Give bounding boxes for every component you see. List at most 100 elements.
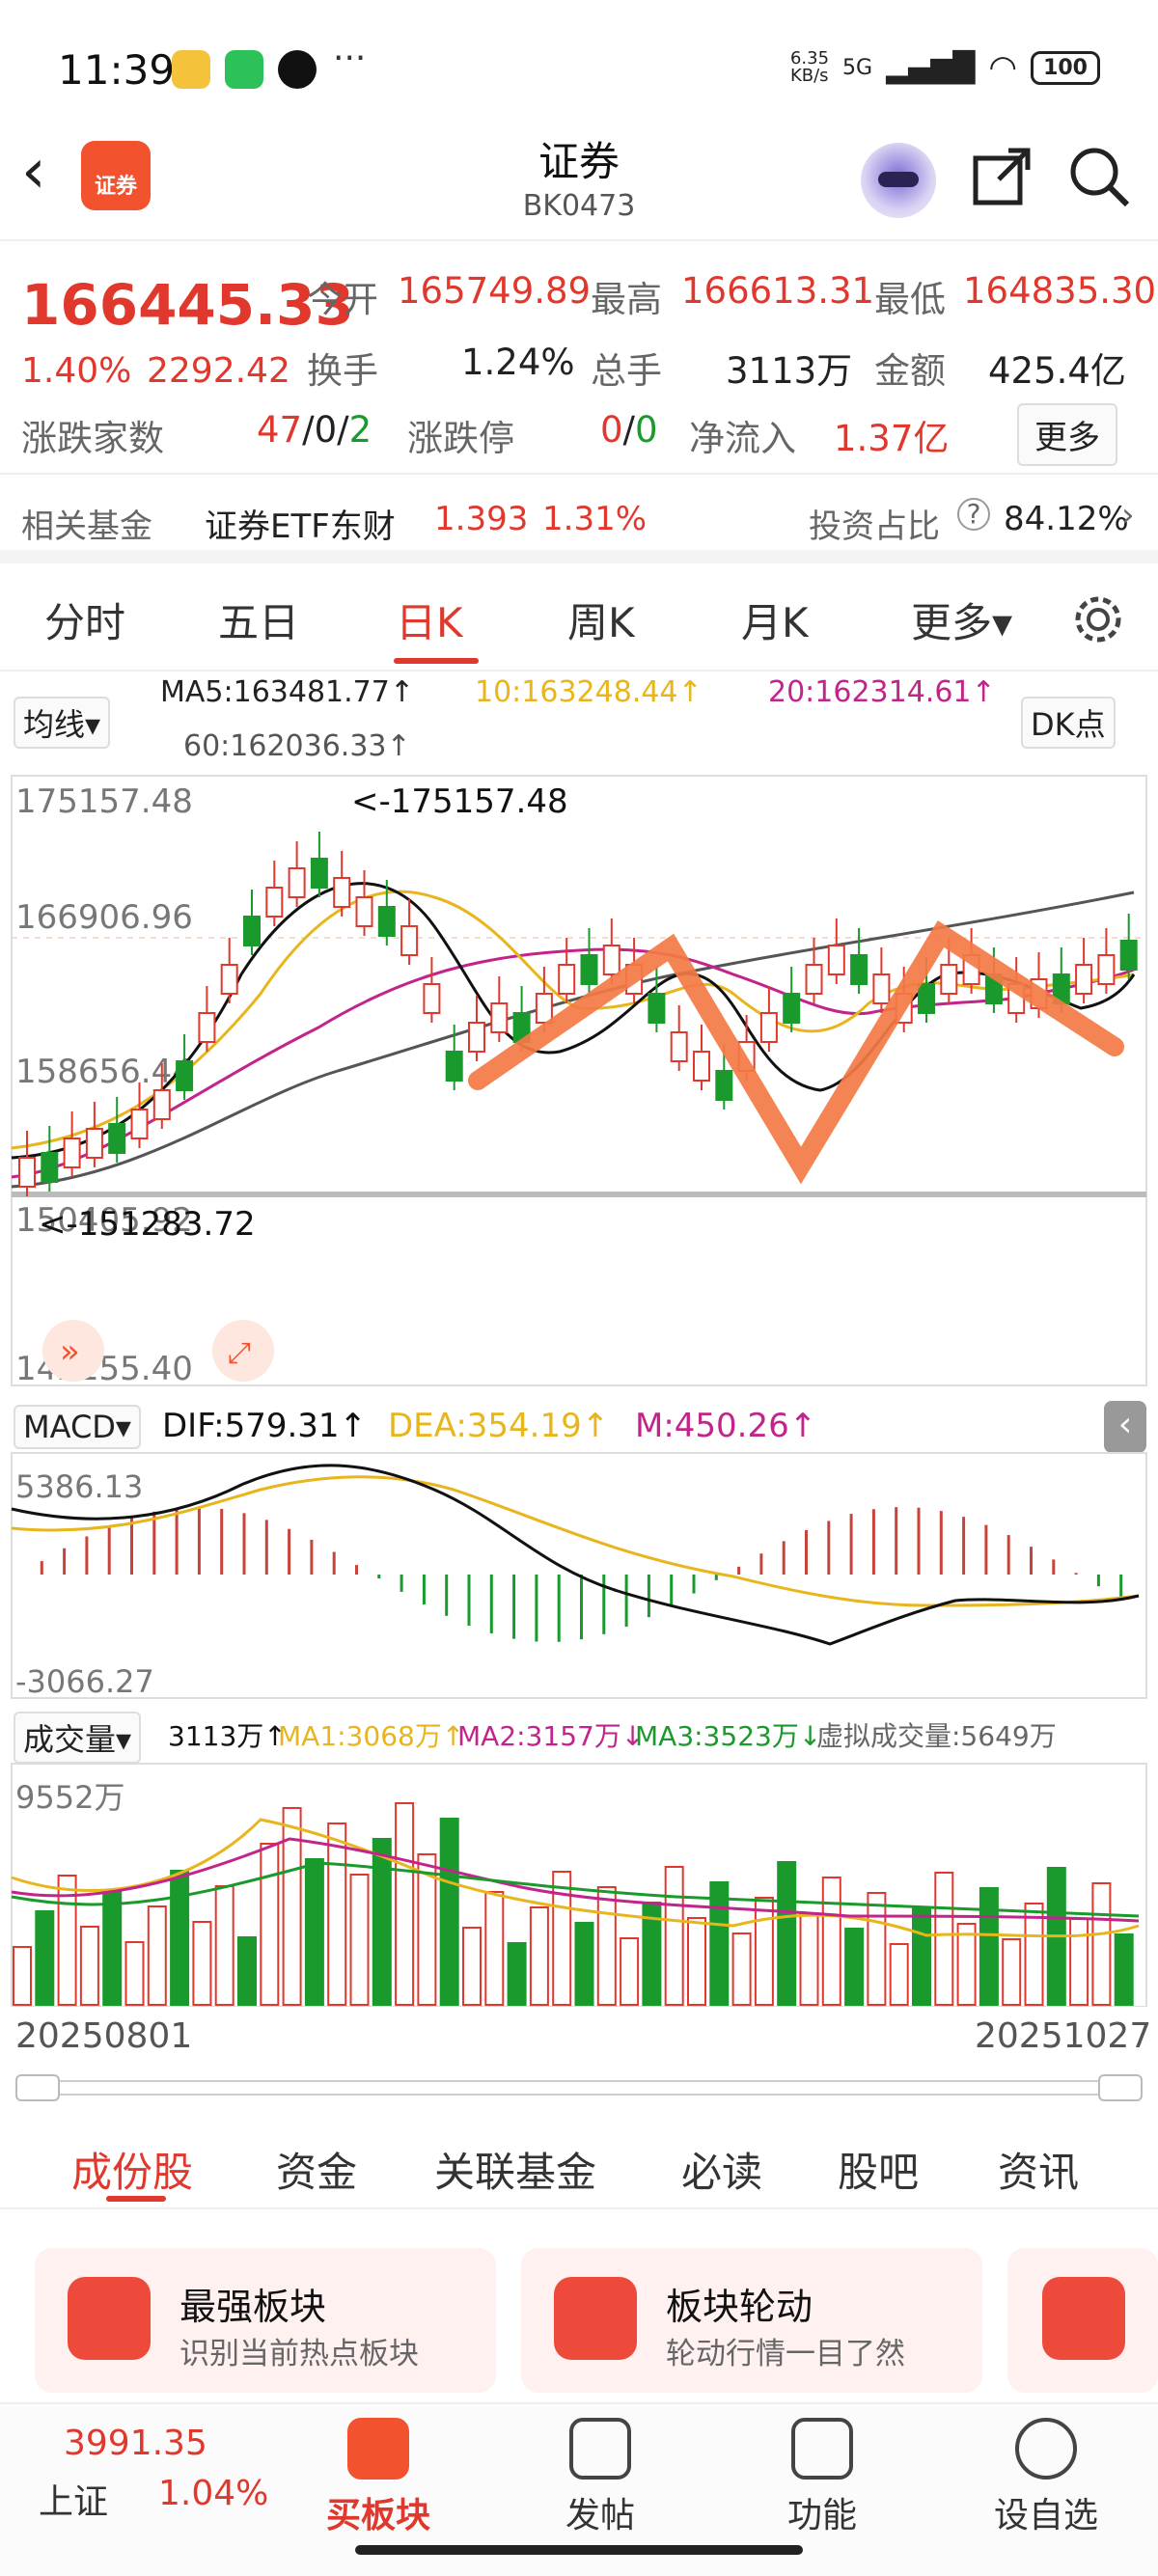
amount-label: 金额: [874, 350, 946, 392]
candle-body: [940, 964, 958, 995]
candle-body: [783, 993, 801, 1024]
card-desc: 识别当前热点板块: [179, 2337, 419, 2371]
volume-bar: [147, 1905, 167, 2006]
volume-bar: [349, 1874, 370, 2006]
more-button[interactable]: 更多: [1017, 403, 1117, 466]
candle-body: [63, 1137, 81, 1168]
volume-bar: [260, 1843, 280, 2006]
volume-bar: [979, 1887, 999, 2006]
expand-left-icon[interactable]: [42, 1320, 104, 1382]
macd-histogram: [40, 1507, 1123, 1642]
candle-body: [176, 1060, 194, 1091]
volume-bar: [214, 1885, 234, 2006]
candle-body: [265, 887, 284, 918]
nav-label: 功能: [786, 2496, 857, 2535]
card-sector-rotation[interactable]: 板块轮动 轮动行情一目了然: [521, 2248, 982, 2393]
ma20-value: 20:162314.61↑: [768, 675, 996, 709]
tab-weekly-k[interactable]: 周K: [567, 599, 635, 646]
ai-assistant-icon[interactable]: [861, 143, 936, 218]
tab-five-day[interactable]: 五日: [218, 599, 300, 646]
tab-funds[interactable]: 资金: [276, 2149, 358, 2196]
kline-chart[interactable]: 175157.48 166906.96 158656.44 150405.92 …: [0, 772, 1158, 1389]
tab-intraday[interactable]: 分时: [44, 599, 126, 646]
macd-frame: [11, 1452, 1147, 1699]
macd-select[interactable]: MACD▾: [14, 1405, 141, 1449]
grid-icon: [791, 2418, 853, 2480]
limit-label: 涨跌停: [407, 418, 514, 459]
home-indicator[interactable]: [355, 2545, 803, 2555]
volume-bar: [124, 1941, 145, 2006]
tab-must-read[interactable]: 必读: [681, 2149, 763, 2196]
ma-select[interactable]: 均线▾: [14, 697, 111, 749]
range-handle-right[interactable]: [1098, 2074, 1143, 2101]
candle-body: [423, 983, 441, 1014]
candle-body: [468, 1022, 485, 1053]
network-speed: 6.35 KB/s: [789, 48, 830, 86]
nav-buy-sector[interactable]: 买板块: [301, 2404, 455, 2537]
collapse-panel-icon[interactable]: ‹: [1104, 1401, 1146, 1453]
index-name[interactable]: 上证: [39, 2482, 109, 2522]
updown-values: 47/0/2: [257, 409, 372, 451]
candle-body: [490, 1002, 509, 1033]
tab-more[interactable]: 更多▾: [911, 599, 1013, 646]
nav-post[interactable]: 发帖: [523, 2404, 677, 2537]
tab-forum[interactable]: 股吧: [838, 2149, 920, 2196]
limit-values: 0/0: [600, 409, 658, 451]
edit-icon: [569, 2418, 631, 2480]
candle-body: [108, 1123, 126, 1154]
macd-dif: DIF:579.31↑: [162, 1407, 368, 1445]
volume-chart: 9552万: [11, 1763, 1147, 2007]
volume-bar: [507, 1942, 527, 2006]
candle-body: [715, 1070, 733, 1101]
vol-ma2: MA2:3157万↓: [457, 1720, 645, 1752]
tab-daily-k[interactable]: 日K: [396, 599, 463, 646]
quote-panel: 166445.33 1.40% 2292.42 今开 165749.89 最高 …: [0, 243, 1158, 475]
volume-value: 3113万↑: [168, 1720, 287, 1752]
macd-m: M:450.26↑: [635, 1407, 817, 1445]
limit-down: 0: [635, 409, 658, 451]
turnover-value: 1.24%: [461, 342, 575, 383]
signal-5g: 5G: [842, 55, 873, 80]
nav-add-watchlist[interactable]: 设自选: [969, 2404, 1123, 2537]
hand-drawn-w-annotation: [468, 919, 1124, 1185]
fullscreen-icon[interactable]: [212, 1320, 274, 1382]
help-icon[interactable]: ?: [957, 498, 990, 531]
volume-select[interactable]: 成交量▾: [14, 1712, 142, 1764]
search-icon[interactable]: [1067, 145, 1131, 208]
ma60-value: 60:162036.33↑: [183, 729, 411, 763]
index-value: 3991.35: [64, 2424, 207, 2463]
fund-name: 证券ETF东财: [205, 507, 396, 546]
time-range-scrollbar[interactable]: [15, 2080, 1143, 2096]
tab-related-funds[interactable]: 关联基金: [434, 2149, 597, 2196]
settings-gear-icon[interactable]: [1071, 592, 1125, 646]
date-end: 20251027: [975, 2016, 1152, 2056]
tab-constituents[interactable]: 成份股: [71, 2149, 194, 2196]
card-partial[interactable]: [1007, 2248, 1158, 2393]
volume-bar: [731, 1932, 752, 2006]
vol-ma1-line: [11, 1818, 1140, 1938]
status-bar: 11:39 ··· 6.35 KB/s 5G ▂▄▆█ ◠ 100: [0, 0, 1158, 125]
volume-bar: [57, 1875, 77, 2006]
tab-news[interactable]: 资讯: [998, 2149, 1080, 2196]
nav-functions[interactable]: 功能: [745, 2404, 899, 2537]
range-handle-left[interactable]: [15, 2074, 60, 2101]
volume-bar: [620, 1937, 640, 2006]
low-label: 最低: [874, 279, 946, 320]
candle-body: [805, 964, 823, 995]
candle-body: [400, 925, 419, 956]
share-icon[interactable]: [970, 145, 1034, 208]
related-fund-row[interactable]: 相关基金 证券ETF东财 1.393 1.31% 投资占比 ? 84.12% ›: [0, 475, 1158, 563]
index-pct: 1.04%: [158, 2474, 269, 2513]
candle-body: [130, 1109, 149, 1139]
card-strongest-sector[interactable]: 最强板块 识别当前热点板块: [35, 2248, 496, 2393]
dk-point-select[interactable]: DK点: [1021, 697, 1116, 749]
open-value: 165749.89: [398, 270, 592, 312]
back-icon[interactable]: ‹: [21, 136, 46, 207]
ma5-value: MA5:163481.77↑: [160, 675, 414, 709]
volume-bar: [282, 1807, 302, 2006]
tab-monthly-k[interactable]: 月K: [741, 599, 809, 646]
ratio-label: 投资占比: [809, 507, 940, 546]
arrows-expand-icon: ⤢: [228, 1336, 251, 1370]
period-tabs: 分时 五日 日K 周K 月K 更多▾: [0, 575, 1158, 671]
change-value: 2292.42: [147, 351, 290, 391]
